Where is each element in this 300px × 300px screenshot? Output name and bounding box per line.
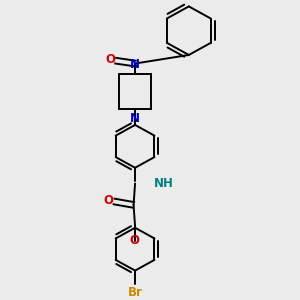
Text: N: N xyxy=(130,58,140,71)
Text: O: O xyxy=(130,234,140,247)
Text: O: O xyxy=(105,53,115,66)
Text: Br: Br xyxy=(128,286,142,299)
Text: N: N xyxy=(130,112,140,124)
Text: O: O xyxy=(104,194,114,207)
Text: NH: NH xyxy=(154,177,174,190)
